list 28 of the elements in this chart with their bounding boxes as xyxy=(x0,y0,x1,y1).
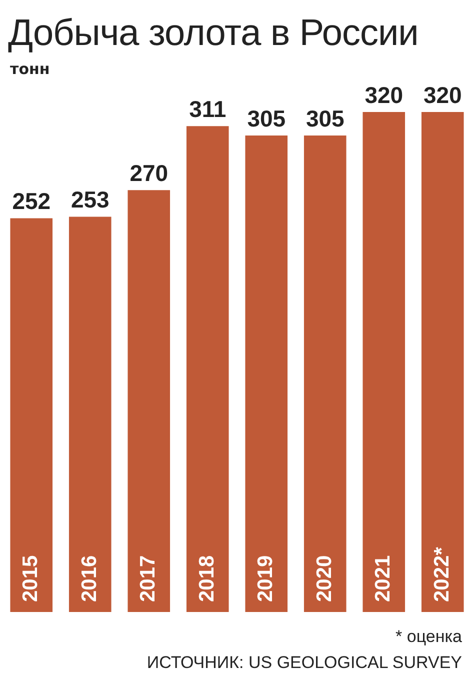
chart-title: Добыча золота в России xyxy=(8,12,418,54)
x-tick-label: 2021 xyxy=(372,554,395,602)
data-label: 305 xyxy=(247,105,286,132)
bar xyxy=(304,135,346,612)
data-label: 311 xyxy=(189,96,226,122)
x-tick-label: 2018 xyxy=(195,554,218,602)
x-tick-label: 2015 xyxy=(19,554,42,602)
data-label: 320 xyxy=(364,82,404,108)
x-tick-label: 2016 xyxy=(78,555,101,602)
data-label: 253 xyxy=(70,186,110,213)
text: * оценка xyxy=(394,626,462,648)
chart-subtitle: тонн xyxy=(10,60,50,78)
bar xyxy=(10,218,53,612)
text: ИСТОЧНИК: US GEOLOGICAL SURVEY xyxy=(146,652,462,674)
data-label: 305 xyxy=(306,105,345,132)
bar xyxy=(128,190,170,612)
bar xyxy=(186,126,229,612)
bar xyxy=(68,216,112,612)
bar xyxy=(421,112,464,612)
data-label: 252 xyxy=(12,188,51,214)
bar xyxy=(245,135,288,612)
x-tick-label: 2020 xyxy=(312,555,336,602)
data-label: 270 xyxy=(130,160,168,186)
x-tick-label: 2017 xyxy=(136,555,160,602)
x-tick-label: 2022* xyxy=(430,546,454,602)
data-label: 320 xyxy=(423,82,462,108)
bar xyxy=(362,112,406,612)
x-tick-label: 2019 xyxy=(254,555,278,602)
